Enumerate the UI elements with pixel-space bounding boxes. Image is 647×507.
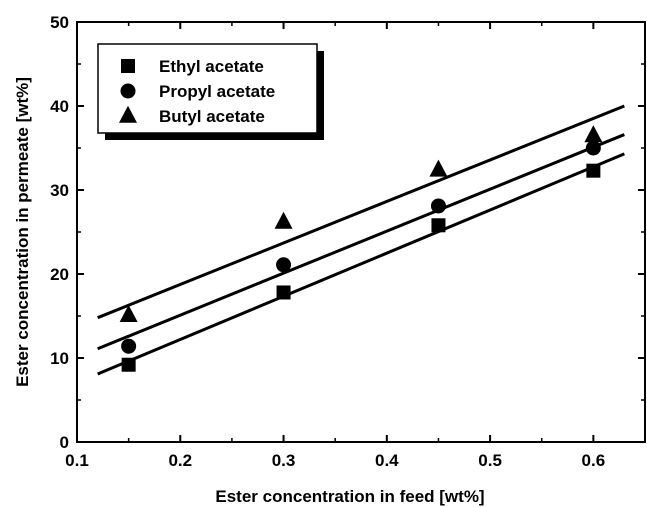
data-point — [274, 211, 293, 229]
data-points — [119, 125, 603, 372]
data-point — [431, 218, 446, 233]
data-point — [121, 357, 136, 372]
y-tick-label: 40 — [50, 97, 69, 116]
data-point — [429, 159, 448, 177]
y-tick-label: 20 — [50, 265, 69, 284]
y-tick-label: 50 — [50, 13, 69, 32]
x-tick-label: 0.1 — [65, 451, 89, 470]
legend-marker — [121, 59, 135, 73]
x-tick-label: 0.2 — [168, 451, 192, 470]
x-axis-title: Ester concentration in feed [wt%] — [215, 487, 484, 506]
y-tick-label: 10 — [50, 349, 69, 368]
data-point — [276, 285, 291, 300]
data-point — [586, 163, 601, 178]
data-point — [430, 198, 446, 214]
y-tick-label: 30 — [50, 181, 69, 200]
fit-lines — [97, 104, 625, 376]
legend-label: Ethyl acetate — [159, 57, 264, 76]
x-tick-label: 0.3 — [272, 451, 296, 470]
legend: Ethyl acetate Propyl acetate Butyl acetate — [97, 43, 324, 140]
legend-marker — [120, 83, 136, 99]
data-point — [585, 140, 601, 156]
x-tick-label: 0.5 — [478, 451, 502, 470]
x-tick-label: 0.4 — [375, 451, 399, 470]
fit-line — [97, 133, 625, 351]
fit-line — [97, 104, 625, 320]
data-point — [276, 257, 292, 273]
axis-ticks: 0.1 0.2 0.3 0.4 0.5 0.6 0 10 20 30 40 50 — [50, 13, 646, 470]
legend-marker — [119, 105, 137, 123]
data-point — [584, 125, 603, 143]
x-tick-label: 0.6 — [582, 451, 606, 470]
data-point — [121, 338, 137, 354]
legend-label: Propyl acetate — [159, 82, 275, 101]
legend-label: Butyl acetate — [159, 107, 265, 126]
data-point — [119, 304, 138, 322]
fit-line — [97, 152, 625, 376]
y-tick-label: 0 — [60, 433, 69, 452]
y-axis-title: Ester concentration in permeate [wt%] — [13, 77, 32, 387]
